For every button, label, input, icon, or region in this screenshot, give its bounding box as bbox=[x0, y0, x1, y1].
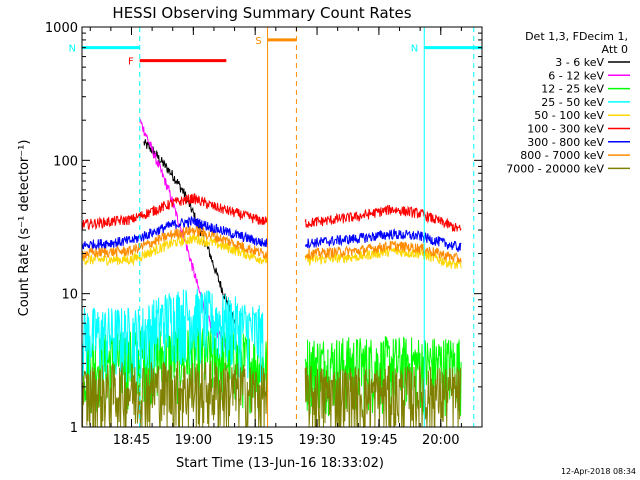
footer-timestamp: 12-Apr-2018 08:34 bbox=[561, 467, 636, 476]
flag-label-s: S bbox=[255, 36, 261, 47]
legend-label: 800 - 7000 keV bbox=[520, 149, 604, 162]
legend-label: 12 - 25 keV bbox=[541, 83, 604, 96]
legend-label: 7000 - 20000 keV bbox=[506, 162, 604, 175]
axis-layer: 18:45 19:00 19:15 19:30 19:45 20:00 1 10 100 1000 bbox=[45, 21, 483, 448]
legend-label: 25 - 50 keV bbox=[541, 96, 604, 109]
x-tick-label: 19:00 bbox=[175, 433, 212, 448]
legend-label: 300 - 800 keV bbox=[527, 136, 604, 149]
series-line-300-800-kev bbox=[81, 215, 462, 253]
chart-title: HESSI Observing Summary Count Rates bbox=[112, 4, 411, 22]
series-line-100-300-kev bbox=[81, 193, 462, 232]
y-tick-label: 1 bbox=[70, 421, 78, 436]
series-line-25-50-kev bbox=[81, 288, 264, 386]
legend-header: Det 1,3, FDecim 1, bbox=[525, 30, 628, 43]
plot-frame bbox=[81, 26, 483, 428]
series-line-7000-20000-kev bbox=[81, 360, 462, 429]
legend-label: 50 - 100 keV bbox=[534, 109, 604, 122]
x-tick-label: 19:30 bbox=[298, 433, 335, 448]
x-tick-label: 19:45 bbox=[360, 433, 397, 448]
legend-label: 100 - 300 keV bbox=[527, 123, 604, 136]
y-tick-label: 100 bbox=[53, 154, 78, 169]
flag-label-f: F bbox=[128, 57, 134, 68]
flag-label-n: N bbox=[411, 44, 418, 55]
legend-label: 3 - 6 keV bbox=[555, 56, 604, 69]
series-layer bbox=[81, 118, 462, 429]
y-tick-label: 10 bbox=[61, 288, 78, 303]
x-tick-label: 19:15 bbox=[236, 433, 273, 448]
x-axis-label: Start Time (13-Jun-16 18:33:02) bbox=[176, 456, 384, 471]
series-line-800-7000-kev bbox=[81, 225, 462, 263]
x-tick-label: 20:00 bbox=[422, 433, 459, 448]
y-tick-label: 1000 bbox=[45, 21, 78, 36]
legend-header: Att 0 bbox=[602, 43, 628, 56]
y-axis-label: Count Rate (s⁻¹ detector⁻¹) bbox=[17, 140, 32, 317]
legend-label: 6 - 12 keV bbox=[548, 69, 604, 82]
flag-label-n: N bbox=[69, 44, 76, 55]
x-tick-label: 18:45 bbox=[113, 433, 150, 448]
